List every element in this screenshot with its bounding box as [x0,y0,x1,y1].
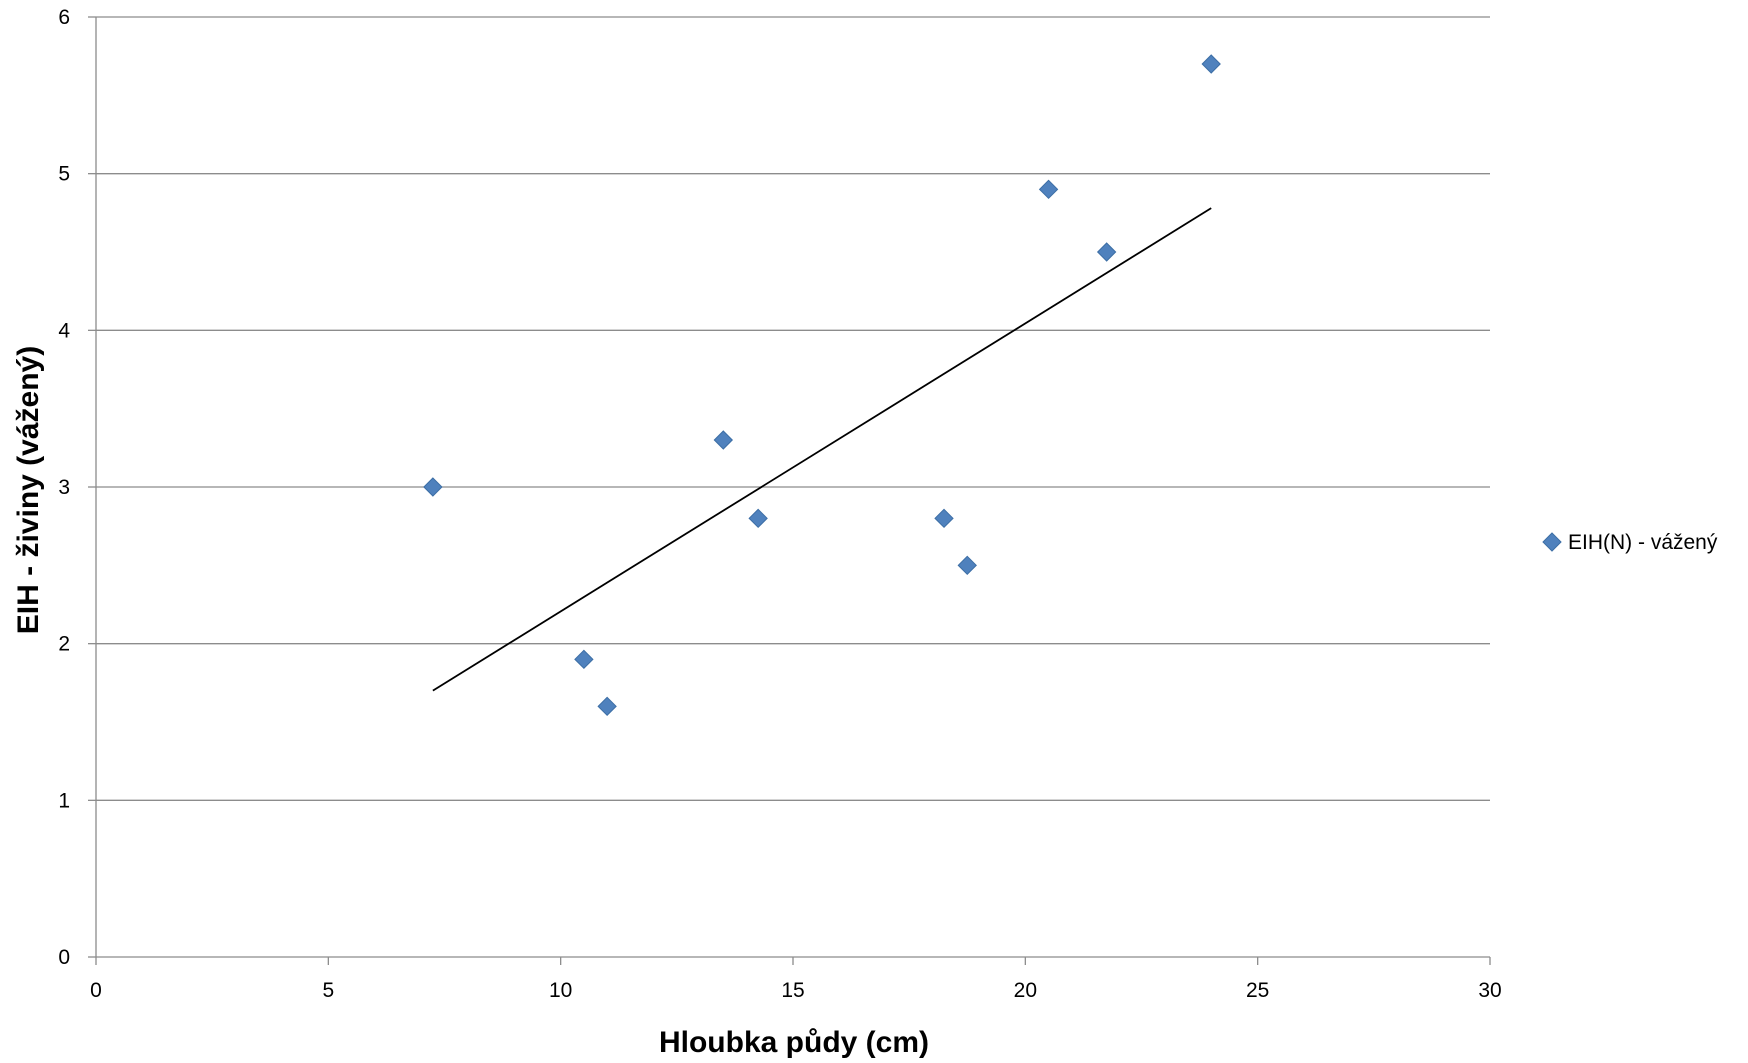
x-axis-title: Hloubka půdy (cm) [659,1026,929,1058]
y-tick-label: 4 [58,319,70,342]
y-tick-label: 1 [58,789,70,812]
y-tick-label: 5 [58,163,70,186]
tick-labels: 0 1 2 3 4 5 6 0 5 10 15 20 25 30 [58,6,1501,1002]
legend: EIH(N) - vážený [1542,531,1718,554]
x-tick-label: 30 [1478,979,1501,1002]
x-tick-label: 20 [1014,979,1037,1002]
x-tick-label: 25 [1246,979,1269,1002]
data-point [597,696,617,717]
trendline-layer [432,207,1212,692]
axes [88,16,1491,965]
y-tick-label: 0 [58,946,70,969]
data-point [1096,242,1117,262]
data-points [423,54,1221,717]
gridlines [96,16,1490,801]
legend-marker-diamond-icon [1542,532,1562,552]
data-point [934,508,954,529]
y-axis-title: EIH - živiny (vážený) [12,346,45,634]
data-point [748,508,768,529]
x-tick-label: 10 [549,979,572,1002]
data-point [1201,54,1221,74]
y-tick-label: 3 [58,476,70,499]
x-tick-label: 15 [781,979,804,1002]
legend-label: EIH(N) - vážený [1568,531,1718,554]
data-point [957,555,977,576]
data-point [574,649,594,670]
y-tick-label: 2 [58,633,70,656]
x-tick-label: 0 [90,979,102,1002]
y-tick-label: 6 [58,6,70,29]
data-point [423,477,443,497]
trendline [432,207,1212,692]
x-tick-label: 5 [322,979,334,1002]
data-point [1038,179,1059,200]
data-point [713,430,734,450]
